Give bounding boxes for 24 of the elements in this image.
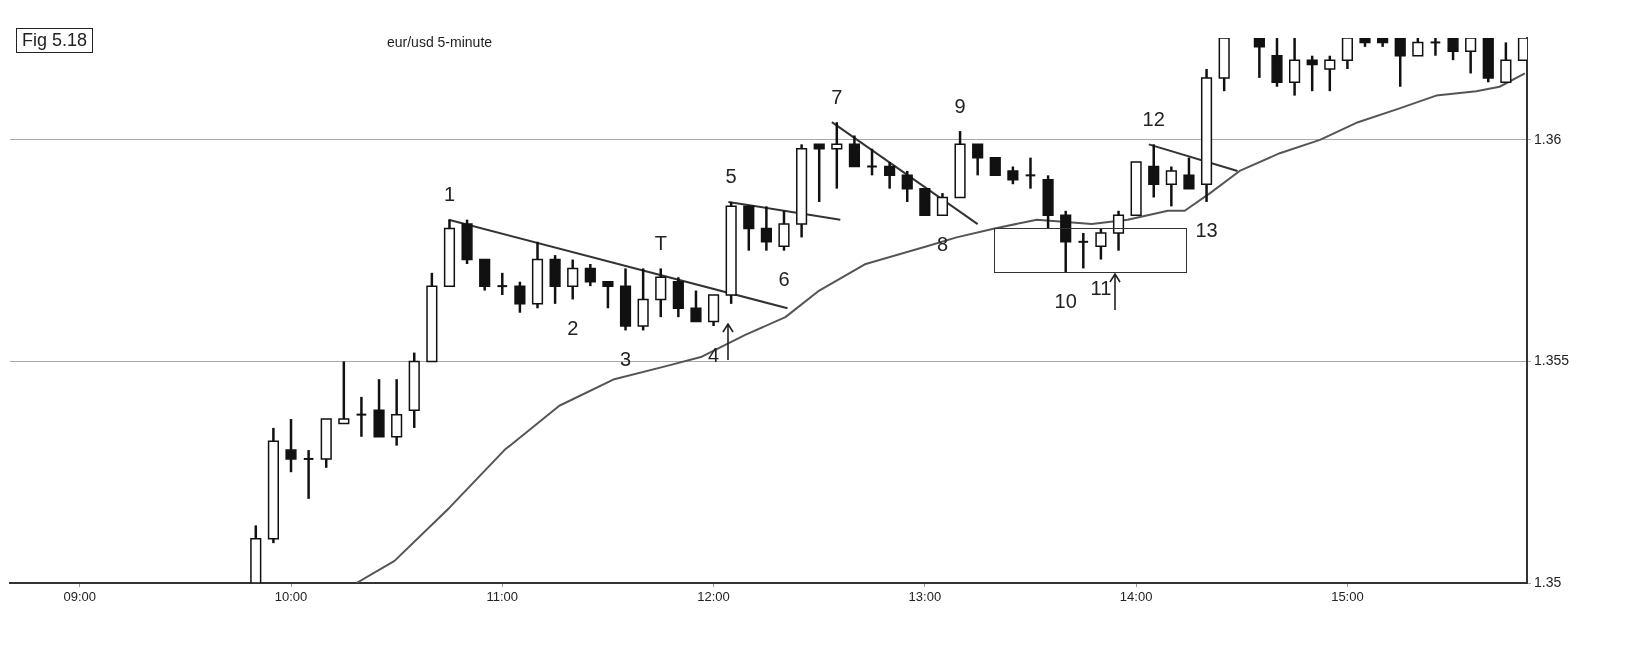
annotation: 13	[1195, 219, 1218, 242]
annotation: T	[654, 231, 667, 254]
annotation: 5	[725, 165, 737, 188]
annotation: 10	[1054, 290, 1077, 313]
chart-subtitle: eur/usd 5-minute	[387, 34, 493, 50]
annotation: 7	[831, 85, 843, 108]
chart-title: Fig 5.18	[16, 28, 94, 53]
y-tick-label: 1.355	[1534, 352, 1570, 369]
annotation: 3	[619, 347, 632, 370]
annotation: 9	[954, 94, 966, 117]
annotation: 2	[567, 316, 579, 339]
annotation: 12	[1142, 107, 1165, 130]
x-tick-label: 15:00	[1331, 589, 1364, 605]
x-tick-label: 09:00	[63, 589, 96, 605]
y-tick-label: 1.36	[1534, 130, 1562, 147]
x-tick-label: 11:00	[486, 589, 519, 605]
x-tick-label: 12:00	[697, 589, 730, 605]
x-tick-label: 14:00	[1119, 589, 1153, 605]
y-tick-label: 1.35	[1534, 573, 1562, 590]
x-tick-label: 10:00	[274, 589, 308, 605]
annotation: 11	[1090, 277, 1112, 300]
x-tick-label: 13:00	[908, 589, 942, 605]
annotation: 6	[778, 268, 790, 291]
annotation: 1	[443, 183, 456, 206]
